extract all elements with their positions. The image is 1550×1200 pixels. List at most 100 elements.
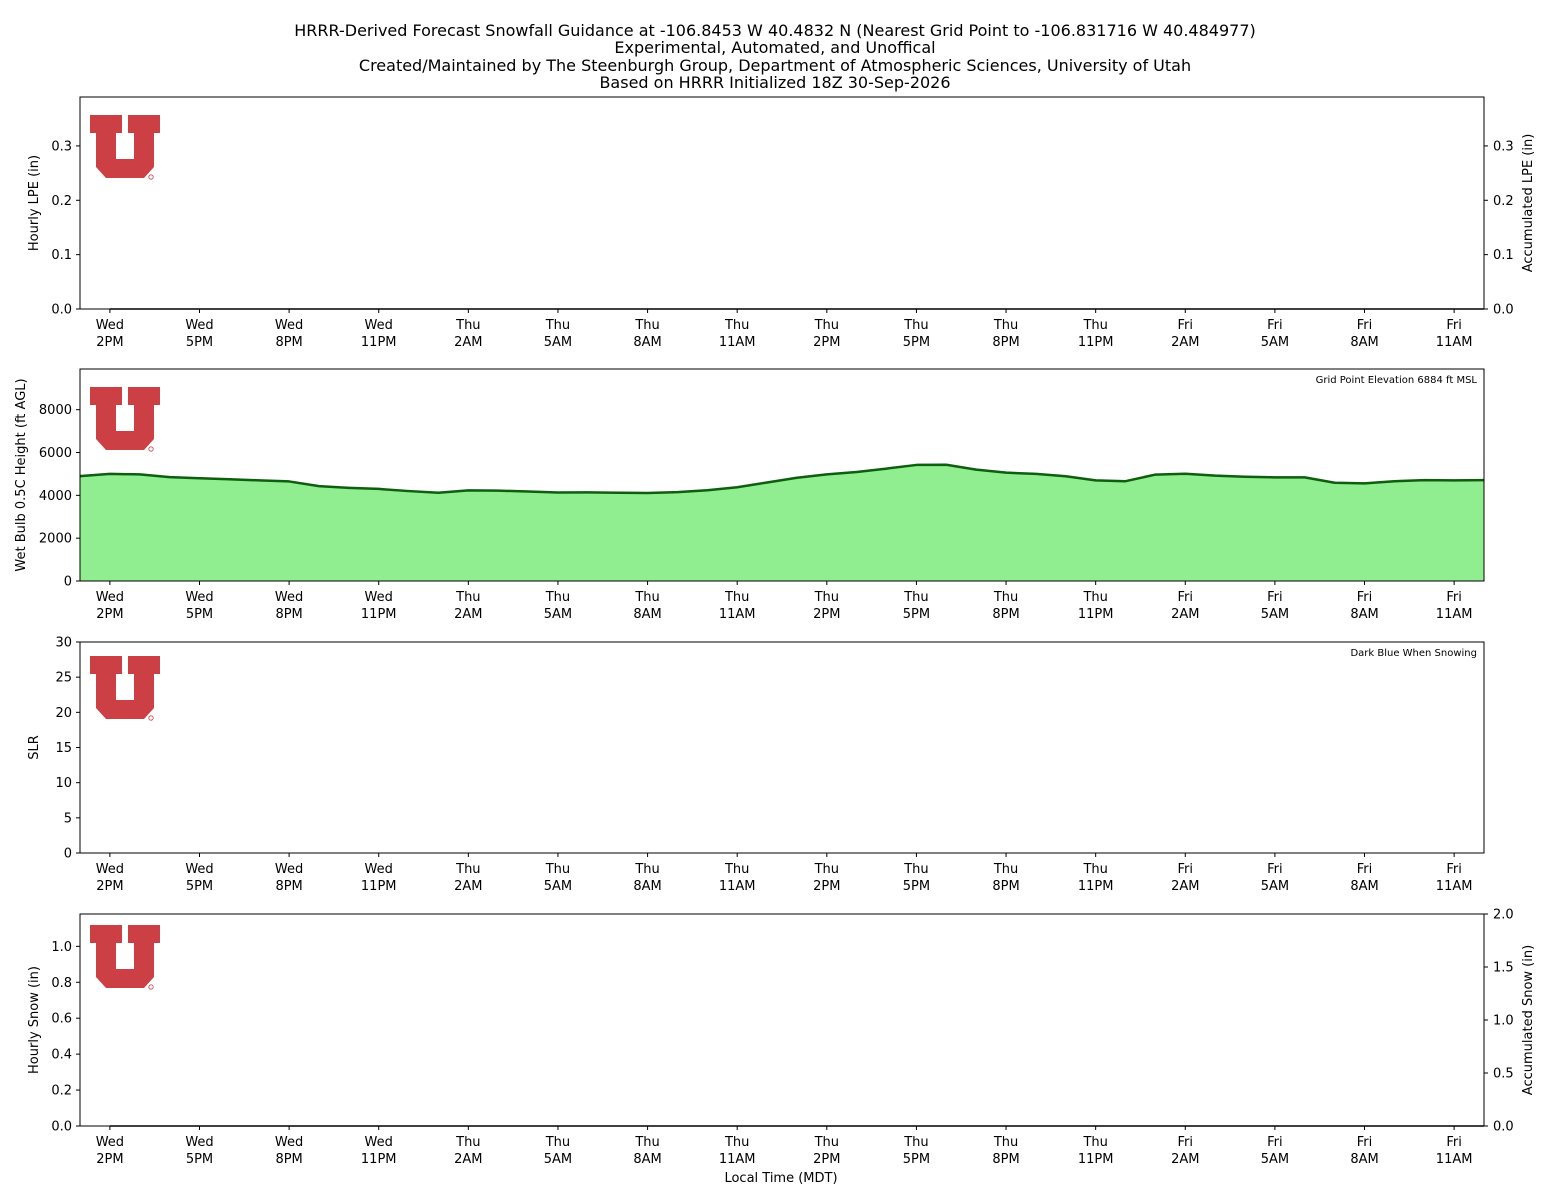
x-tick-day-label: Thu [724,318,749,333]
y-axis-label: Hourly LPE (in) [27,155,42,251]
x-tick-time-label: 8PM [275,607,302,622]
x-tick-day-label: Thu [993,1135,1018,1150]
figure-title: HRRR-Derived Forecast Snowfall Guidance … [294,21,1256,92]
panel-annotation: Grid Point Elevation 6884 ft MSL [1316,375,1478,386]
x-tick-time-label: 11AM [719,607,756,622]
title-line-4: Based on HRRR Initialized 18Z 30-Sep-202… [599,73,950,92]
x-tick-day-label: Fri [1446,318,1462,333]
x-tick-day-label: Thu [993,862,1018,877]
x-tick-time-label: 8PM [275,1152,302,1167]
x-tick-time-label: 2AM [1171,335,1199,350]
x-tick-day-label: Thu [724,1135,749,1150]
x-tick-day-label: Thu [545,862,570,877]
y-tick-label: 20 [55,706,72,721]
x-tick-day-label: Wed [365,1135,393,1150]
x-tick-day-label: Thu [1082,862,1107,877]
y-right-tick-label: 2.0 [1493,908,1514,923]
x-tick-day-label: Thu [634,590,659,605]
x-tick-time-label: 5PM [903,1152,930,1167]
y-tick-label: 6000 [39,446,72,461]
x-tick-day-label: Thu [634,1135,659,1150]
x-tick-day-label: Fri [1446,590,1462,605]
x-tick-day-label: Fri [1178,1135,1194,1150]
y-right-tick-label: 0.0 [1493,1120,1514,1135]
x-tick-day-label: Thu [724,590,749,605]
x-tick-time-label: 8AM [1350,607,1378,622]
x-tick-time-label: 11AM [719,1152,756,1167]
logo-u-shape [90,925,160,988]
y-axis-label: Wet Bulb 0.5C Height (ft AGL) [14,378,29,571]
x-tick-time-label: 11PM [1078,335,1114,350]
panel-snow: 0.0 0.2 0.4 0.6 0.8 1.0 Hourly Snow (in) 0.0 0.5… [27,908,1536,1168]
x-tick-time-label: 5PM [186,1152,213,1167]
x-tick-day-label: Fri [1357,318,1373,333]
x-tick-day-label: Wed [185,1135,213,1150]
x-tick-day-label: Thu [903,590,928,605]
x-tick-day-label: Fri [1178,318,1194,333]
x-tick-time-label: 8PM [992,335,1019,350]
x-tick-day-label: Fri [1267,590,1283,605]
x-tick-time-label: 2AM [1171,607,1199,622]
logo-u-shape [90,656,160,719]
y-right-axis-label: Accumulated LPE (in) [1521,134,1536,273]
x-tick-time-label: 2PM [813,607,840,622]
x-axis-label: Local Time (MDT) [724,1171,837,1186]
x-tick-time-label: 5PM [186,335,213,350]
x-tick-day-label: Thu [724,862,749,877]
y-tick-label: 10 [55,776,72,791]
x-tick-day-label: Thu [545,318,570,333]
y-tick-label: 5 [64,811,72,826]
x-tick-day-label: Thu [455,318,480,333]
x-tick-time-label: 8AM [1350,1152,1378,1167]
x-tick-day-label: Wed [365,862,393,877]
x-tick-day-label: Thu [545,590,570,605]
x-tick-day-label: Fri [1446,862,1462,877]
y-right-tick-label: 0.1 [1493,248,1514,263]
x-tick-time-label: 5PM [903,335,930,350]
x-tick-time-label: 11PM [361,879,397,894]
logo-u-shape [90,115,160,178]
panel-wetbulb: 0 2000 4000 6000 8000 Wet Bulb 0.5C Height (f… [14,368,1485,622]
x-tick-time-label: 8AM [633,879,661,894]
x-tick-time-label: 8AM [633,335,661,350]
x-tick-time-label: 5AM [544,879,572,894]
x-tick-time-label: 2PM [96,607,123,622]
x-tick-time-label: 11PM [361,335,397,350]
chart-panels: 0.0 0.1 0.2 0.3 Hourly LPE (in) 0.0 0.1 0.2 0.3 A… [14,96,1536,1168]
y-tick-label: 25 [55,671,72,686]
x-tick-time-label: 5AM [1261,879,1289,894]
x-tick-day-label: Fri [1446,1135,1462,1150]
x-tick-day-label: Fri [1357,1135,1373,1150]
logo-registered-mark [148,446,154,452]
x-tick-time-label: 5AM [544,335,572,350]
wetbulb-line [79,463,1485,495]
panel-frame [79,368,1485,582]
x-tick-time-label: 2AM [454,879,482,894]
x-tick-day-label: Thu [993,318,1018,333]
y-tick-label: 0.6 [51,1012,72,1027]
x-tick-day-label: Thu [545,1135,570,1150]
x-tick-time-label: 11PM [1078,879,1114,894]
x-tick-time-label: 2PM [813,1152,840,1167]
x-tick-day-label: Fri [1357,862,1373,877]
x-tick-time-label: 11PM [361,607,397,622]
x-tick-day-label: Fri [1357,590,1373,605]
y-tick-label: 0.0 [51,303,72,318]
x-tick-day-label: Wed [96,318,124,333]
panel-frame [79,641,1485,854]
y-tick-label: 0.2 [51,194,72,209]
y-tick-label: 0.1 [51,248,72,263]
y-tick-label: 0.4 [51,1048,72,1063]
y-tick-label: 1.0 [51,940,72,955]
logo-registered-mark [148,715,154,721]
x-tick-day-label: Thu [814,590,839,605]
x-tick-day-label: Thu [634,318,659,333]
x-tick-day-label: Wed [96,1135,124,1150]
x-tick-time-label: 5AM [1261,335,1289,350]
x-tick-time-label: 11PM [1078,607,1114,622]
y-tick-label: 0.3 [51,139,72,154]
x-tick-day-label: Thu [1082,318,1107,333]
x-tick-day-label: Wed [275,1135,303,1150]
x-tick-time-label: 11AM [719,879,756,894]
